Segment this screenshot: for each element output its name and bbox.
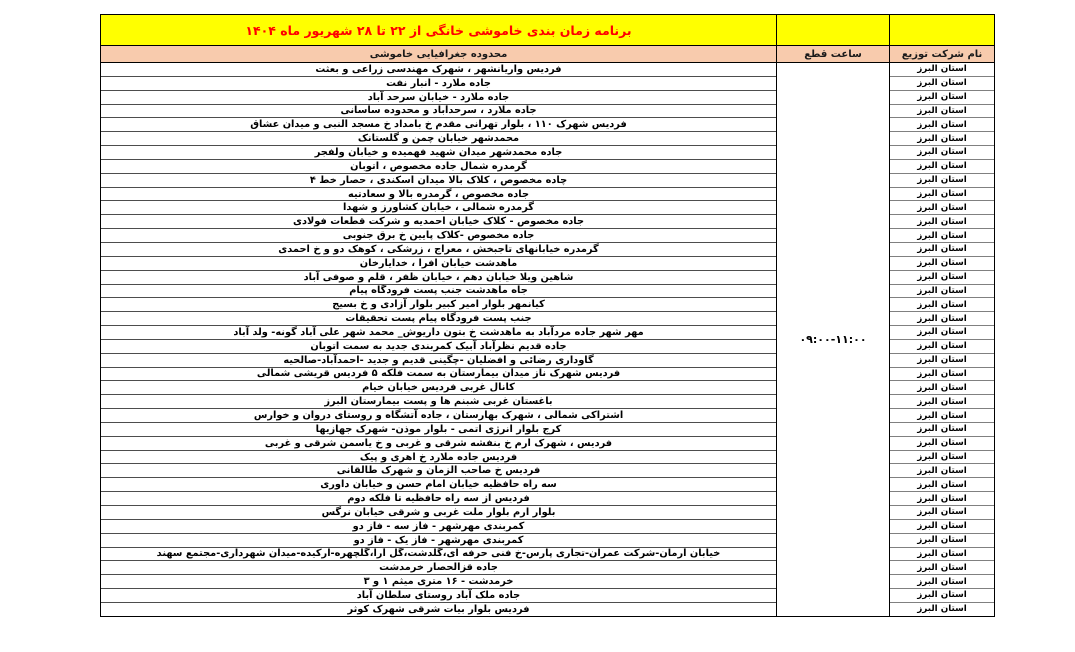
- area-cell: جاده ملارد - خیابان سرحد آباد: [101, 91, 776, 105]
- company-cell: استان البرز: [890, 451, 994, 465]
- company-cell: استان البرز: [890, 63, 994, 77]
- area-cell: خرمدشت - ۱۶ متری میثم ۱ و ۳: [101, 575, 776, 590]
- area-cell: خیابان آرمان-شرکت عمران-تجاری پارس-خ فنی…: [101, 548, 776, 562]
- area-cell: فردیس از سه راه حافظیه تا فلکه دوم: [101, 492, 776, 506]
- company-cell: استان البرز: [890, 118, 994, 133]
- area-cell: مهر شهر جاده مردآباد به ماهدشت خ بتون دا…: [101, 326, 776, 340]
- area-cell: کمربندی مهرشهر - فاز سه - فاز دو: [101, 520, 776, 534]
- table-body: فردیس واریانشهر ، شهرک مهندسی زراعی و بع…: [101, 63, 994, 616]
- company-cell: استان البرز: [890, 506, 994, 520]
- company-cell: استان البرز: [890, 589, 994, 603]
- company-cell: استان البرز: [890, 575, 994, 590]
- company-cell: استان البرز: [890, 201, 994, 216]
- area-cell: گرمدره خیابانهای تاجبخش ، معراج ، زرشکی …: [101, 243, 776, 257]
- area-cell: گرمدره شمالی ، خیابان کشاورز و شهدا: [101, 201, 776, 216]
- company-cell: استان البرز: [890, 298, 994, 313]
- column-header-area: محدوده جغرافیایی خاموشی: [369, 48, 508, 60]
- company-cell: استان البرز: [890, 312, 994, 327]
- area-cell: محمدشهر خیابان چمن و گلستانک: [101, 132, 776, 147]
- area-cell: شاهین ویلا خیابان دهم ، خیابان ظفر ، قلم…: [101, 271, 776, 285]
- company-cell: استان البرز: [890, 105, 994, 119]
- area-cell: جاه ماهدشت جنب پست فرودگاه پیام: [101, 285, 776, 299]
- column-header-time: ساعت قطع: [776, 46, 889, 62]
- company-cell: استان البرز: [890, 91, 994, 105]
- area-cell: جاده قدیم نظرآباد آبیک کمربندی جدید به س…: [101, 340, 776, 354]
- area-cell: سه راه حافظیه خیابان امام حسن و خیابان د…: [101, 478, 776, 493]
- area-cell: فردیس بلوار بیات شرقی شهرک کوثر: [347, 603, 530, 615]
- company-cell: استان البرز: [890, 146, 994, 160]
- area-cell: فردیس شهرک ناز میدان بیمارستان به سمت فل…: [101, 368, 776, 382]
- company-cell: استان البرز: [890, 492, 994, 506]
- company-cell: استان البرز: [890, 340, 994, 354]
- area-cell: کیانمهر بلوار امیر کبیر بلوار آزادی و خ …: [101, 298, 776, 313]
- time-merged-cell: ۰۹:۰۰-۱۱:۰۰: [776, 63, 889, 616]
- area-cell: جاده مخصوص - کلاک خیابان احمدیه و شرکت ق…: [101, 215, 776, 230]
- area-cell: بلوار ارم بلوار ملت غربی و شرقی خیابان ن…: [101, 506, 776, 520]
- area-cell: جاده ملارد ، سرحدآباد و محدوده ساسانی: [101, 105, 776, 119]
- company-cell: استان البرز: [890, 257, 994, 271]
- company-cell: استان البرز: [890, 381, 994, 396]
- area-cell: کمربندی مهرشهر - فاز یک - فاز دو: [101, 534, 776, 548]
- area-cell: جاده محمدشهر میدان شهید فهمیده و خیابان …: [101, 146, 776, 160]
- company-cell: استان البرز: [890, 243, 994, 257]
- company-cell: استان البرز: [890, 368, 994, 382]
- company-cell: استان البرز: [890, 423, 994, 437]
- company-cell: استان البرز: [890, 354, 994, 368]
- area-cell: چاده مخصوص ، کلاک بالا میدان اسکندی ، حص…: [101, 174, 776, 188]
- area-cell: جاده مخصوص -کلاک پایین خ برق جنوبی: [101, 229, 776, 243]
- company-cell: استان البرز: [890, 520, 994, 534]
- area-cell: کانال غربی فردیس خیابان خیام: [101, 381, 776, 396]
- company-cell: استان البرز: [890, 77, 994, 91]
- company-cell: استان البرز: [890, 132, 994, 147]
- area-cell: جنب پست فرودگاه پیام پست تحقیقات: [101, 312, 776, 327]
- company-cell: استان البرز: [890, 395, 994, 410]
- outage-schedule-table: برنامه زمان بندی خاموشی خانگی از ۲۲ تا ۲…: [100, 14, 995, 617]
- company-cell: استان البرز: [890, 174, 994, 188]
- area-cell: جاده قزالحصار خرمدشت: [101, 561, 776, 576]
- company-cell: استان البرز: [890, 229, 994, 243]
- title-spacer-time: [776, 15, 889, 45]
- company-cell: استان البرز: [890, 215, 994, 230]
- company-cell: استان البرز: [917, 604, 967, 615]
- area-cell: فردیس ، شهرک ارم خ بنفشه شرقی و غربی و خ…: [101, 437, 776, 451]
- area-cell: اشتراکی شمالی ، شهرک بهارستان ، جاده آتش…: [101, 409, 776, 423]
- column-header-row: محدوده جغرافیایی خاموشی ساعت قطع نام شرک…: [101, 46, 994, 63]
- area-cell: فردیس خ صاحب الزمان و شهرک طالقانی: [101, 464, 776, 479]
- area-cell: ماهدشت خیابان افرا ، خدایارخان: [101, 257, 776, 271]
- company-column: استان البرز استان البرز استان البرز استان ا…: [889, 63, 994, 616]
- column-header-company: نام شرکت توزیع: [889, 46, 994, 62]
- company-cell: استان البرز: [890, 409, 994, 423]
- area-cell: جاده ملک آباد روستای سلطان آباد: [101, 589, 776, 603]
- company-cell: استان البرز: [890, 188, 994, 202]
- area-cell: گاوداری رضائی و افضلیان -چگینی قدیم و جد…: [101, 354, 776, 368]
- company-cell: استان البرز: [890, 534, 994, 548]
- area-cell: جاده مخصوص ، گرمدره بالا و سعادتیه: [101, 188, 776, 202]
- company-cell: استان البرز: [890, 437, 994, 451]
- page-title: برنامه زمان بندی خاموشی خانگی از ۲۲ تا ۲…: [245, 22, 632, 38]
- area-cell: کرج بلوار انرژی اتمی - بلوار موذن- شهرک …: [101, 423, 776, 437]
- company-cell: استان البرز: [890, 561, 994, 576]
- company-cell: استان البرز: [890, 326, 994, 340]
- area-column: فردیس واریانشهر ، شهرک مهندسی زراعی و بع…: [101, 63, 776, 616]
- company-cell: استان البرز: [890, 478, 994, 493]
- title-spacer-company: [889, 15, 994, 45]
- company-cell: استان البرز: [890, 271, 994, 285]
- area-cell: فردیس شهرک ۱۱۰ ، بلوار تهرانی مقدم خ بام…: [101, 118, 776, 133]
- company-cell: استان البرز: [890, 160, 994, 174]
- company-cell: استان البرز: [890, 464, 994, 479]
- company-cell: استان البرز: [890, 285, 994, 299]
- area-cell: جاده ملارد - انبار نفت: [101, 77, 776, 91]
- area-cell: فردیس واریانشهر ، شهرک مهندسی زراعی و بع…: [101, 63, 776, 77]
- area-cell: باغستان غربی شبنم ها و پست بیمارستان الب…: [101, 395, 776, 410]
- outage-time-value: ۰۹:۰۰-۱۱:۰۰: [799, 333, 867, 346]
- company-cell: استان البرز: [890, 548, 994, 562]
- title-row: برنامه زمان بندی خاموشی خانگی از ۲۲ تا ۲…: [101, 15, 994, 46]
- area-cell: گرمدره شمال جاده مخصوص ، اتوبان: [101, 160, 776, 174]
- area-cell: فردیس جاده ملارد خ اهری و پیک: [101, 451, 776, 465]
